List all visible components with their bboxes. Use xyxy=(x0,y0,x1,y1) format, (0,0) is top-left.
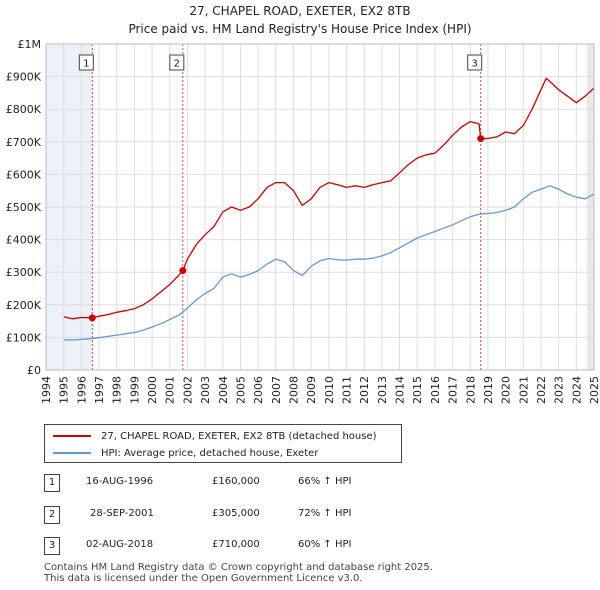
y-tick-label: £900K xyxy=(6,71,42,84)
x-tick-label: 2004 xyxy=(217,376,230,404)
x-tick-label: 2015 xyxy=(411,376,424,404)
chart-title: 27, CHAPEL ROAD, EXETER, EX2 8TB xyxy=(189,4,411,18)
x-tick-label: 2009 xyxy=(305,376,318,404)
y-tick-label: £400K xyxy=(6,234,42,247)
y-tick-label: £600K xyxy=(6,168,42,181)
footer: Contains HM Land Registry data © Crown c… xyxy=(44,562,433,584)
legend-property: 27, CHAPEL ROAD, EXETER, EX2 8TB (detach… xyxy=(53,429,377,443)
y-tick-label: £700K xyxy=(6,136,42,149)
x-tick-label: 2018 xyxy=(464,376,477,404)
hpi-line xyxy=(63,185,595,341)
legend-hpi-swatch xyxy=(53,452,91,454)
x-tick-label: 2013 xyxy=(376,376,389,404)
sale-point xyxy=(88,314,96,322)
legend-hpi: HPI: Average price, detached house, Exet… xyxy=(53,446,318,460)
legend: 27, CHAPEL ROAD, EXETER, EX2 8TB (detach… xyxy=(44,424,402,463)
price-chart: 1 2 3 £0 £100K £200K £300K £400K £500K £600K £700… xyxy=(6,38,600,404)
y-tick-label: £300K xyxy=(6,266,42,279)
legend-property-swatch xyxy=(53,435,91,437)
y-tick-label: £100K xyxy=(6,331,42,344)
x-tick-label: 2020 xyxy=(500,376,513,404)
footer-copyright: Contains HM Land Registry data © Crown c… xyxy=(44,562,433,573)
transaction-price: £160,000 xyxy=(212,476,260,487)
transaction-number: 1 xyxy=(44,474,60,492)
sale-point xyxy=(179,267,187,275)
x-tick-label: 2010 xyxy=(323,376,336,404)
sale-marker-box xyxy=(78,54,94,71)
x-tick-label: 2014 xyxy=(394,376,407,404)
x-tick-label: 2006 xyxy=(252,376,265,404)
y-tick-label: £800K xyxy=(6,103,42,116)
y-tick-label: £200K xyxy=(6,299,42,312)
transaction-number: 2 xyxy=(44,506,60,524)
x-tick-label: 1996 xyxy=(75,376,88,404)
sale-marker-label: 2 xyxy=(174,59,180,70)
x-tick-label: 2005 xyxy=(234,376,247,404)
x-tick-label: 2021 xyxy=(517,376,530,404)
x-tick-label: 2022 xyxy=(535,376,548,404)
sale-marker-label: 1 xyxy=(83,59,89,70)
chart-subtitle: Price paid vs. HM Land Registry's House … xyxy=(128,22,472,36)
sale-marker-label: 3 xyxy=(472,59,478,70)
y-tick-label: £0 xyxy=(27,364,41,377)
transaction-hpi-change: 60% ↑ HPI xyxy=(298,539,352,550)
footer-licence: This data is licensed under the Open Gov… xyxy=(44,573,363,584)
plot-frame xyxy=(45,43,595,371)
sale-point xyxy=(477,135,485,143)
transaction-number: 3 xyxy=(44,537,60,555)
transaction-date: 02-AUG-2018 xyxy=(86,539,154,550)
x-tick-label: 2002 xyxy=(181,376,194,404)
x-tick-label: 2011 xyxy=(341,376,354,404)
transaction-date: 16-AUG-1996 xyxy=(86,476,154,487)
sale-marker-box xyxy=(467,54,483,71)
legend-hpi-label: HPI: Average price, detached house, Exet… xyxy=(101,447,319,459)
x-tick-label: 2024 xyxy=(570,376,583,404)
transaction-price: £710,000 xyxy=(212,539,260,550)
x-tick-label: 2019 xyxy=(482,376,495,404)
transaction-hpi-change: 72% ↑ HPI xyxy=(298,508,352,519)
y-tick-label: £1M xyxy=(18,38,42,51)
x-tick-label: 1995 xyxy=(58,376,71,404)
transaction-price: £305,000 xyxy=(212,508,260,519)
x-tick-label: 2008 xyxy=(287,376,300,404)
transaction-hpi-change: 66% ↑ HPI xyxy=(298,476,352,487)
property-price-line xyxy=(63,77,595,320)
x-tick-label: 2023 xyxy=(553,376,566,404)
x-tick-label: 2003 xyxy=(199,376,212,404)
x-tick-label: 2012 xyxy=(358,376,371,404)
y-tick-label: £500K xyxy=(6,201,42,214)
x-tick-label: 1997 xyxy=(93,376,106,404)
x-tick-label: 2001 xyxy=(164,376,177,404)
sale-marker-box xyxy=(169,54,185,71)
x-tick-label: 2025 xyxy=(588,376,600,404)
legend-property-label: 27, CHAPEL ROAD, EXETER, EX2 8TB (detach… xyxy=(101,430,377,442)
x-tick-label: 1999 xyxy=(128,376,141,404)
x-tick-label: 1998 xyxy=(111,376,124,404)
x-tick-label: 2017 xyxy=(447,376,460,404)
x-tick-label: 2007 xyxy=(270,376,283,404)
transaction-date: 28-SEP-2001 xyxy=(90,508,154,519)
x-tick-label: 2016 xyxy=(429,376,442,404)
x-tick-label: 1994 xyxy=(40,376,53,404)
x-tick-label: 2000 xyxy=(146,376,159,404)
